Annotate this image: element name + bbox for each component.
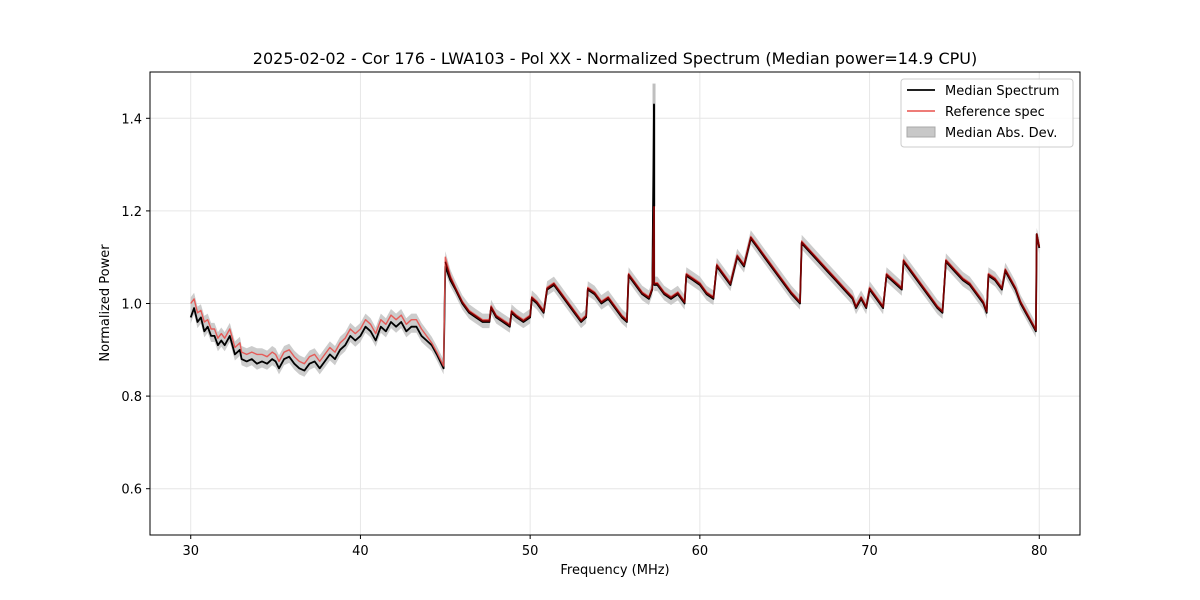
- x-tick-label: 80: [1031, 544, 1048, 559]
- y-tick-label: 0.6: [121, 483, 142, 498]
- legend-reference-label: Reference spec: [945, 105, 1045, 120]
- x-tick-label: 60: [692, 544, 709, 559]
- legend-mad-swatch: [906, 126, 936, 138]
- mad-band: [190, 98, 1040, 377]
- y-tick-label: 0.8: [121, 390, 142, 405]
- y-tick-label: 1.2: [121, 205, 142, 220]
- legend: Median Spectrum Reference spec Median Ab…: [900, 78, 1074, 148]
- axis-ticks: 30 40 50 60 70 80 0.6 0.8 1.0 1.2 1.4: [121, 112, 1047, 559]
- median-spectrum-line: [189, 103, 1041, 372]
- chart-title: 2025-02-02 - Cor 176 - LWA103 - Pol XX -…: [253, 49, 977, 68]
- legend-mad-label: Median Abs. Dev.: [945, 126, 1057, 141]
- x-tick-label: 50: [522, 544, 539, 559]
- x-tick-label: 40: [352, 544, 369, 559]
- y-axis-label: Normalized Power: [98, 244, 113, 362]
- y-tick-label: 1.4: [121, 112, 142, 127]
- overlap-spectrum-line: [444, 205, 1041, 331]
- legend-frame: [900, 78, 1074, 148]
- legend-median-label: Median Spectrum: [945, 84, 1059, 99]
- y-tick-label: 1.0: [121, 298, 142, 313]
- series-layer: [189, 103, 1041, 372]
- x-tick-label: 30: [182, 544, 199, 559]
- x-axis-label: Frequency (MHz): [560, 563, 669, 578]
- x-tick-label: 70: [861, 544, 878, 559]
